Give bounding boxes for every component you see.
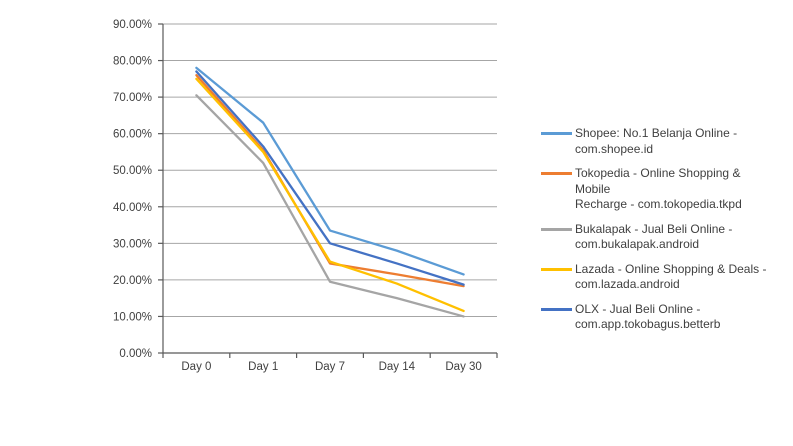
y-axis-label: 90.00% [113, 19, 152, 31]
legend-label-line: Bukalapak - Jual Beli Online - [575, 221, 733, 236]
legend-label-line: Tokopedia - Online Shopping & Mobile [575, 166, 741, 196]
legend-swatch-tokopedia [541, 172, 572, 175]
y-axis-label: 0.00% [119, 348, 152, 360]
y-axis-label: 50.00% [113, 165, 152, 177]
y-axis-label: 70.00% [113, 92, 152, 104]
legend-label-lazada: Lazada - Online Shopping & Deals - com.la… [575, 262, 766, 293]
legend-label-line: com.lazada.android [575, 277, 680, 291]
y-axis-label: 10.00% [113, 311, 152, 323]
legend-swatch-bukalapak [541, 227, 572, 231]
series-line-shopee [195, 66, 465, 276]
legend-label-line: Recharge - com.tokopedia.tkpd [575, 197, 742, 211]
legend-label-line: Lazada - Online Shopping & Deals - [575, 261, 767, 276]
legend-label-olx: OLX - Jual Beli Online - com.app.tokobagu… [575, 302, 720, 333]
legend-swatch-shopee [541, 132, 572, 135]
y-axis-label: 30.00% [113, 238, 152, 250]
legend-item-bukalapak: Bukalapak - Jual Beli Online - com.bukala… [541, 222, 769, 253]
legend-swatch-lazada [541, 267, 572, 271]
y-axis-label: 20.00% [113, 275, 152, 287]
legend-label-tokopedia: Tokopedia - Online Shopping & Mobile Rech… [575, 166, 769, 213]
legend-label-line: com.shopee.id [575, 141, 654, 156]
series-line-lazada [195, 77, 465, 313]
chart-legend: Shopee: No.1 Belanja Online - com.shopee.… [541, 126, 769, 342]
series-line-tokopedia [195, 74, 465, 288]
x-axis-label: Day 1 [248, 361, 278, 373]
legend-label-bukalapak: Bukalapak - Jual Beli Online - com.bukala… [575, 222, 732, 253]
x-axis-label: Day 14 [379, 361, 416, 373]
x-axis-label: Day 7 [315, 361, 345, 373]
series-line-olx [195, 70, 465, 286]
legend-label-shopee: Shopee: No.1 Belanja Online - com.shopee.… [575, 126, 737, 157]
legend-label-line: OLX - Jual Beli Online - [575, 301, 701, 316]
legend-label-line: com.bukalapak.android [575, 237, 700, 251]
y-axis-label: 40.00% [113, 202, 152, 214]
series-line-bukalapak [195, 94, 465, 318]
legend-item-olx: OLX - Jual Beli Online - com.app.tokobagu… [541, 302, 769, 333]
legend-label-line: com.app.tokobagus.betterb [575, 317, 721, 331]
legend-label-line: Shopee: No.1 Belanja Online - [575, 126, 738, 140]
y-axis-label: 80.00% [113, 56, 152, 68]
y-axis-label: 60.00% [113, 129, 152, 141]
legend-item-shopee: Shopee: No.1 Belanja Online - com.shopee.… [541, 126, 769, 157]
x-axis-label: Day 30 [445, 361, 481, 373]
legend-swatch-olx [541, 307, 572, 311]
legend-item-lazada: Lazada - Online Shopping & Deals - com.la… [541, 262, 769, 293]
legend-item-tokopedia: Tokopedia - Online Shopping & Mobile Rech… [541, 166, 769, 213]
x-axis-label: Day 0 [181, 361, 211, 373]
